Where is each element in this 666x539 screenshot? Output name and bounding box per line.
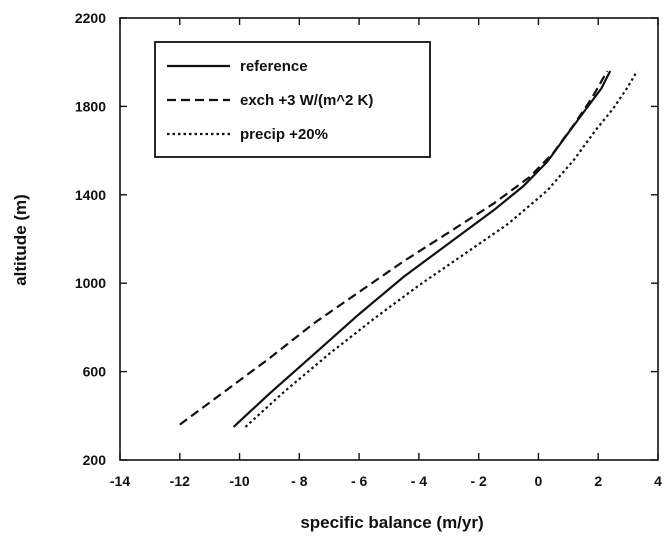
y-tick-label: 1400 (75, 187, 106, 203)
x-axis-title: specific balance (m/yr) (300, 513, 483, 532)
legend: reference exch +3 W/(m^2 K) precip +20% (154, 41, 431, 158)
x-tick-label: -10 (229, 473, 249, 489)
plot-border (119, 17, 659, 461)
y-axis-title: altitude (m) (11, 194, 30, 286)
series-line-dotted (244, 70, 639, 428)
y-tick-label: 600 (83, 364, 107, 380)
x-tick-label: - 6 (351, 473, 368, 489)
y-tick-label: 1800 (75, 98, 106, 114)
x-tick-label: - 4 (411, 473, 428, 489)
x-tick-label: 4 (654, 473, 662, 489)
series-line-solid (232, 70, 612, 428)
x-tick-label: -14 (110, 473, 130, 489)
x-axis-ticks: -14 -12 -10 - 8 - 6 - 4 - 2 0 2 4 (110, 18, 662, 489)
legend-label-reference: reference (240, 58, 308, 75)
x-tick-label: 0 (535, 473, 543, 489)
y-axis-ticks: 200 600 1000 1400 1800 2200 (75, 10, 658, 468)
legend-label-precip: precip +20% (240, 126, 328, 143)
y-tick-label: 1000 (75, 275, 106, 291)
plot-frame (119, 17, 659, 461)
x-tick-label: 2 (594, 473, 602, 489)
y-tick-label: 200 (83, 452, 107, 468)
series-line-dashed (179, 70, 609, 426)
series-group (179, 70, 639, 428)
x-tick-label: -12 (170, 473, 190, 489)
x-tick-label: - 8 (291, 473, 308, 489)
x-tick-label: - 2 (470, 473, 487, 489)
y-tick-label: 2200 (75, 10, 106, 26)
legend-label-exch: exch +3 W/(m^2 K) (240, 92, 373, 109)
